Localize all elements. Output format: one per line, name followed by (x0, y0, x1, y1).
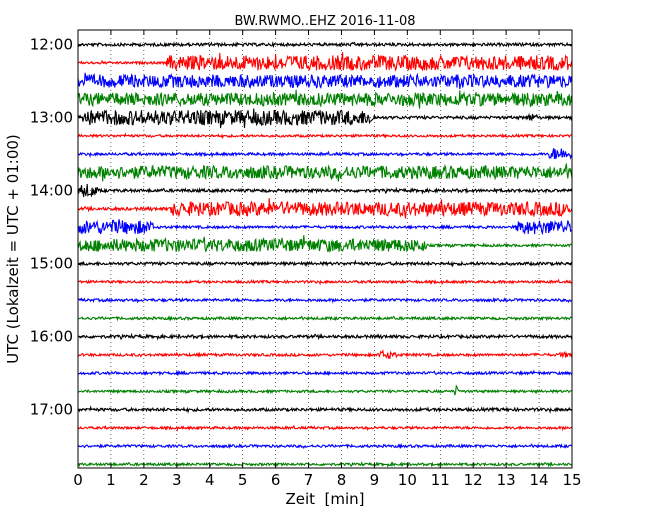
x-tick-label-3: 3 (172, 471, 182, 489)
trace-1415 (77, 198, 573, 219)
x-axis-ticks: 0 1 2 3 4 5 6 7 8 9 10 11 12 13 14 15 (73, 30, 582, 489)
trace-1715 (77, 424, 573, 432)
trace-1430 (77, 219, 573, 236)
trace-1300 (77, 108, 573, 129)
trace-1545 (77, 315, 573, 322)
chart-title: BW.RWMO..EHZ 2016-11-08 (234, 14, 415, 29)
y-axis-ticks: 12:00 13:00 14:00 15:00 16:00 17:00 (30, 36, 572, 419)
x-tick-label-15: 15 (562, 471, 581, 489)
x-tick-label-2: 2 (139, 471, 149, 489)
trace-1600 (77, 332, 573, 341)
y-tick-label-13:00: 13:00 (30, 109, 73, 127)
trace-1330 (77, 148, 573, 160)
x-tick-label-14: 14 (530, 471, 549, 489)
trace-1245 (77, 89, 573, 109)
trace-1615 (77, 348, 573, 359)
y-axis-label: UTC (Lokalzeit = UTC + 01:00) (4, 134, 22, 364)
trace-1500 (77, 259, 573, 268)
seismic-traces (77, 41, 573, 468)
trace-1215 (77, 52, 573, 72)
y-tick-label-16:00: 16:00 (30, 328, 73, 346)
y-tick-label-15:00: 15:00 (30, 255, 73, 273)
trace-1730 (77, 442, 573, 450)
trace-1645 (77, 384, 573, 396)
trace-1200 (77, 41, 573, 49)
x-tick-label-13: 13 (497, 471, 516, 489)
y-tick-label-14:00: 14:00 (30, 182, 73, 200)
trace-1400 (77, 183, 573, 198)
trace-1230 (77, 72, 573, 89)
trace-1700 (77, 405, 573, 414)
x-tick-label-7: 7 (304, 471, 314, 489)
trace-1515 (77, 278, 573, 286)
x-tick-label-11: 11 (431, 471, 450, 489)
x-tick-label-10: 10 (398, 471, 417, 489)
trace-1630 (77, 369, 573, 377)
x-tick-label-12: 12 (464, 471, 483, 489)
y-tick-label-17:00: 17:00 (30, 401, 73, 419)
plot-frame (77, 29, 573, 469)
trace-1345 (77, 163, 573, 182)
x-tick-label-6: 6 (271, 471, 281, 489)
x-axis-label: Zeit [min] (285, 490, 364, 508)
x-tick-label-5: 5 (238, 471, 248, 489)
x-tick-label-0: 0 (73, 471, 83, 489)
x-tick-label-8: 8 (337, 471, 347, 489)
trace-1315 (77, 132, 573, 140)
trace-1530 (77, 297, 573, 304)
x-tick-label-1: 1 (106, 471, 116, 489)
trace-1745 (77, 461, 573, 468)
trace-1445 (77, 235, 573, 253)
y-tick-label-12:00: 12:00 (30, 36, 73, 54)
x-tick-label-9: 9 (370, 471, 380, 489)
x-tick-label-4: 4 (205, 471, 215, 489)
